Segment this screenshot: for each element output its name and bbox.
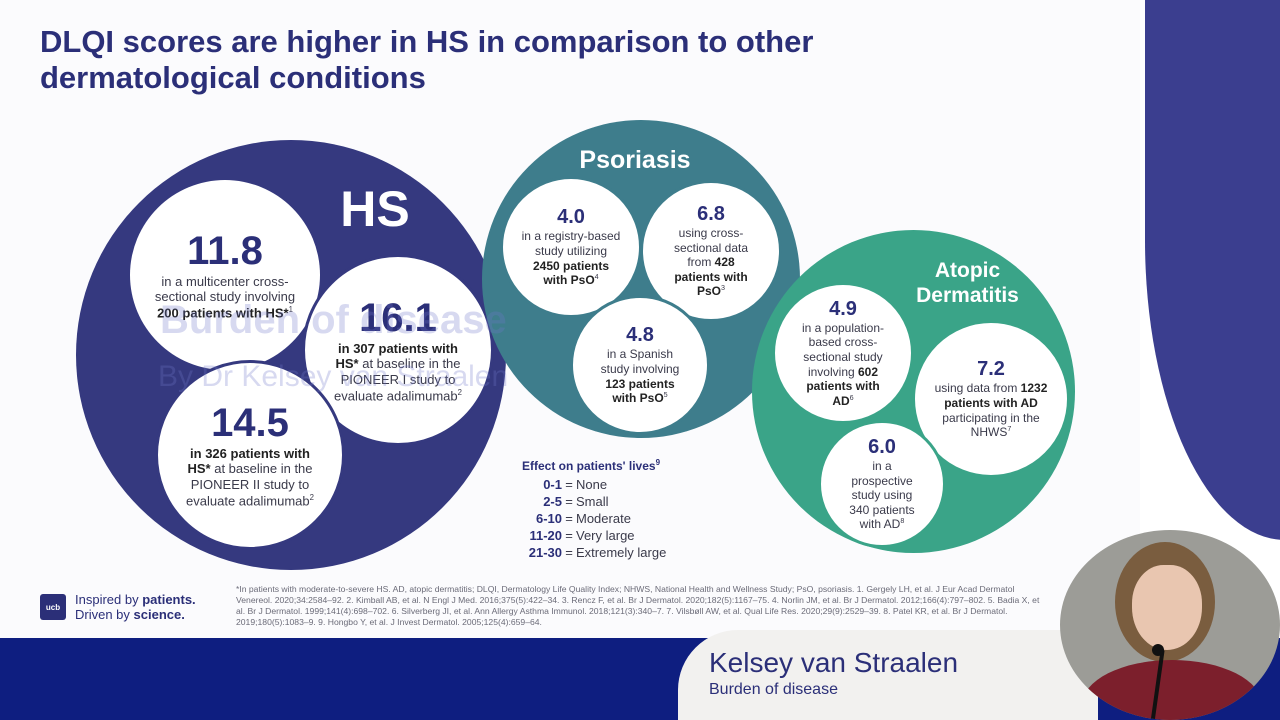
- hs-stat-2-value: 16.1: [359, 295, 437, 340]
- hs-stat-1-value: 11.8: [187, 228, 263, 273]
- effect-label: Very large: [576, 528, 635, 543]
- atopic-dermatitis-title: Atopic Dermatitis: [916, 259, 1019, 307]
- effect-range: 11-20: [529, 528, 562, 543]
- hs-stat-2-desc: in 307 patients with HS* at baseline in …: [334, 340, 462, 404]
- hs-stat-1-desc: in a multicenter cross-sectional study i…: [154, 273, 296, 321]
- ad-stat-2: 7.2 using data from 1232 patients with A…: [912, 320, 1070, 478]
- ad-stat-2-value: 7.2: [977, 358, 1005, 381]
- psoriasis-stat-2: 6.8 using cross-sectional data from 428 …: [640, 180, 782, 322]
- hs-title: HS: [340, 181, 410, 237]
- hs-stat-3-desc: in 326 patients with HS* at baseline in …: [186, 445, 314, 509]
- effect-legend-row: 0-1 = None: [522, 476, 752, 493]
- ad-stat-3-desc: in a prospective study using 340 patient…: [849, 458, 915, 532]
- psoriasis-stat-3-desc: in a Spanish study involving 123 patient…: [600, 347, 680, 406]
- hs-stat-2: 16.1 in 307 patients with HS* at baselin…: [302, 254, 494, 446]
- ad-stat-3: 6.0 in a prospective study using 340 pat…: [818, 420, 946, 548]
- effect-legend-row: 2-5 = Small: [522, 493, 752, 510]
- ucb-logo: ucb Inspired by patients. Driven by scie…: [40, 592, 196, 622]
- effect-label: Small: [576, 494, 609, 509]
- slide-title: DLQI scores are higher in HS in comparis…: [40, 24, 814, 95]
- speaker-role: Burden of disease: [709, 681, 838, 698]
- equals-sign: =: [565, 545, 573, 560]
- slide: DLQI scores are higher in HS in comparis…: [40, 24, 1075, 627]
- effect-range: 0-1: [543, 477, 562, 492]
- ad-stat-1-value: 4.9: [829, 297, 857, 320]
- psoriasis-stat-3-value: 4.8: [626, 324, 654, 347]
- effect-legend: Effect on patients' lives9 0-1 = None 2-5 = S…: [522, 458, 752, 561]
- speaker-name: Kelsey van Straalen: [709, 647, 959, 678]
- effect-label: Moderate: [576, 511, 631, 526]
- ad-stat-1: 4.9 in a population-based cross-sectiona…: [772, 282, 914, 424]
- psoriasis-stat-2-value: 6.8: [697, 202, 725, 225]
- ucb-logo-icon: ucb: [40, 594, 66, 620]
- psoriasis-stat-1: 4.0 in a registry-based study utilizing …: [500, 176, 642, 318]
- psoriasis-stat-3: 4.8 in a Spanish study involving 123 pat…: [570, 295, 710, 435]
- effect-range: 21-30: [528, 545, 562, 560]
- psoriasis-stat-2-desc: using cross-sectional data from 428 pati…: [673, 225, 749, 299]
- effect-range: 6-10: [535, 511, 562, 526]
- effect-legend-title: Effect on patients' lives9: [522, 458, 661, 473]
- effect-legend-row: 11-20 = Very large: [522, 527, 752, 544]
- effect-legend-row: 6-10 = Moderate: [522, 510, 752, 527]
- hs-stat-3: 14.5 in 326 patients with HS* at baselin…: [155, 360, 345, 550]
- effect-label: Extremely large: [576, 545, 667, 560]
- equals-sign: =: [565, 511, 573, 526]
- ad-stat-3-value: 6.0: [868, 435, 896, 458]
- psoriasis-stat-1-value: 4.0: [557, 206, 585, 229]
- ad-stat-2-desc: using data from 1232 patients with AD pa…: [934, 381, 1048, 440]
- equals-sign: =: [565, 528, 573, 543]
- speaker-lower-third: [678, 630, 1098, 720]
- effect-range: 2-5: [543, 494, 562, 509]
- psoriasis-title: Psoriasis: [579, 146, 691, 174]
- psoriasis-stat-1-desc: in a registry-based study utilizing 2450…: [521, 229, 621, 288]
- hs-stat-3-value: 14.5: [211, 400, 289, 445]
- footnote-references: *In patients with moderate-to-severe HS.…: [236, 584, 1040, 627]
- speaker-webcam: [1060, 530, 1280, 720]
- effect-legend-row: 21-30 = Extremely large: [522, 544, 752, 561]
- equals-sign: =: [565, 494, 573, 509]
- ucb-tagline: Inspired by patients. Driven by science.: [75, 592, 196, 622]
- effect-label: None: [576, 477, 608, 492]
- hs-stat-1: 11.8 in a multicenter cross-sectional st…: [130, 180, 320, 370]
- equals-sign: =: [565, 477, 573, 492]
- ad-stat-1-desc: in a population-based cross-sectional st…: [801, 320, 885, 408]
